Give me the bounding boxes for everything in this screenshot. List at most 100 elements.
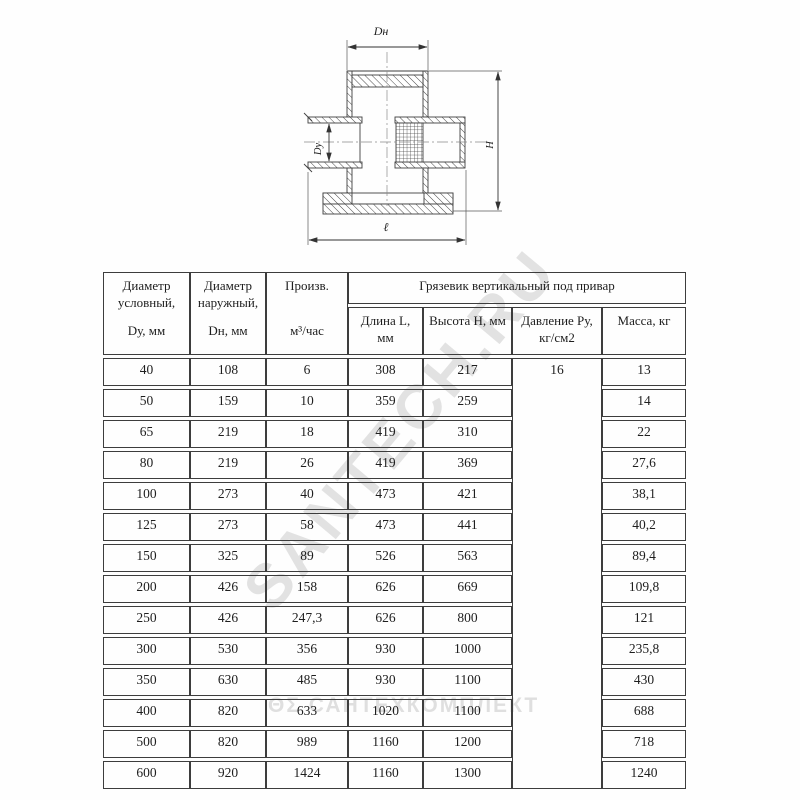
header-line: Dу, мм: [127, 323, 166, 339]
technical-drawing: Dн Dу H ℓ: [303, 24, 502, 245]
table-body: 40 108 6 308 217 16 13 50 159 10 359 259 14 65 219 18 41…: [103, 358, 686, 789]
header-line: наружный,: [197, 295, 259, 311]
header-line: мм: [377, 330, 394, 346]
header-line: Высота Н, мм: [429, 313, 506, 328]
cell-length: 930: [348, 637, 423, 665]
cell-mass: 121: [602, 606, 686, 634]
cell-flow: 633: [266, 699, 348, 727]
cell-length: 419: [348, 451, 423, 479]
centerlines: [304, 52, 488, 206]
cell-height: 1300: [423, 761, 512, 789]
cell-height: 1100: [423, 699, 512, 727]
cell-mass: 38,1: [602, 482, 686, 510]
header-line: Диаметр: [122, 278, 171, 293]
cell-mass: 27,6: [602, 451, 686, 479]
dim-label-outer-diameter: Dн: [373, 24, 389, 38]
cell-mass: 1240: [602, 761, 686, 789]
cell-dn: 273: [190, 482, 266, 510]
cell-length: 473: [348, 482, 423, 510]
cell-flow: 989: [266, 730, 348, 758]
header-line: Dн, мм: [208, 323, 248, 339]
cell-flow: 58: [266, 513, 348, 541]
cell-dy: 500: [103, 730, 190, 758]
cell-dn: 920: [190, 761, 266, 789]
cell-dy: 200: [103, 575, 190, 603]
header-line: Длина L,: [360, 313, 411, 328]
cell-mass: 40,2: [602, 513, 686, 541]
cell-height: 421: [423, 482, 512, 510]
cell-flow: 485: [266, 668, 348, 696]
header-line: Масса, кг: [617, 313, 671, 328]
table-row: 200 426 158 626 669 109,8: [103, 575, 686, 603]
cell-dn: 530: [190, 637, 266, 665]
cell-dn: 219: [190, 451, 266, 479]
cell-dn: 630: [190, 668, 266, 696]
extension-lines: [307, 40, 502, 245]
header-pressure: Давление Ру, кг/см2: [512, 307, 602, 355]
cell-mass: 718: [602, 730, 686, 758]
cell-flow: 247,3: [266, 606, 348, 634]
cell-length: 626: [348, 606, 423, 634]
table-row: 50 159 10 359 259 14: [103, 389, 686, 417]
header-row-group: Диаметр условный, Dу, мм Диаметр наружны…: [103, 272, 686, 355]
cell-pressure: 16: [512, 358, 602, 789]
cell-flow: 1424: [266, 761, 348, 789]
cell-dn: 273: [190, 513, 266, 541]
cell-dn: 325: [190, 544, 266, 572]
cell-length: 473: [348, 513, 423, 541]
table-row: 500 820 989 1160 1200 718: [103, 730, 686, 758]
cell-flow: 18: [266, 420, 348, 448]
header-line: Давление Ру,: [521, 313, 593, 328]
cell-dy: 50: [103, 389, 190, 417]
cell-dn: 159: [190, 389, 266, 417]
cell-length: 626: [348, 575, 423, 603]
header-line: Диаметр: [204, 278, 252, 293]
cell-dy: 125: [103, 513, 190, 541]
cell-dn: 108: [190, 358, 266, 386]
cell-dy: 100: [103, 482, 190, 510]
table-row: 65 219 18 419 310 22: [103, 420, 686, 448]
cell-dy: 150: [103, 544, 190, 572]
strainer-mesh: [395, 122, 424, 163]
cell-flow: 10: [266, 389, 348, 417]
cell-height: 1000: [423, 637, 512, 665]
table-row: 40 108 6 308 217 16 13: [103, 358, 686, 789]
header-length: Длина L, мм: [348, 307, 423, 355]
cell-flow: 6: [266, 358, 348, 386]
spec-table: Диаметр условный, Dу, мм Диаметр наружны…: [103, 269, 686, 792]
cell-height: 369: [423, 451, 512, 479]
table-row: 250 426 247,3 626 800 121: [103, 606, 686, 634]
cell-height: 1100: [423, 668, 512, 696]
table-row: 350 630 485 930 1100 430: [103, 668, 686, 696]
header-row-sub: Длина L, мм Высота Н, мм Давление Ру, кг…: [103, 307, 686, 355]
cell-height: 1200: [423, 730, 512, 758]
header-height: Высота Н, мм: [423, 307, 512, 355]
cell-length: 308: [348, 358, 423, 386]
dirt-trap-body: [303, 70, 466, 215]
cell-dy: 350: [103, 668, 190, 696]
cell-dn: 426: [190, 606, 266, 634]
cell-mass: 14: [602, 389, 686, 417]
cell-dy: 80: [103, 451, 190, 479]
cell-dy: 250: [103, 606, 190, 634]
header-line: условный,: [117, 295, 176, 311]
cell-length: 526: [348, 544, 423, 572]
table-row: 300 530 356 930 1000 235,8: [103, 637, 686, 665]
cell-dy: 65: [103, 420, 190, 448]
cell-dn: 820: [190, 699, 266, 727]
dim-label-length: ℓ: [384, 220, 389, 234]
cell-length: 930: [348, 668, 423, 696]
header-diameter-outer: Диаметр наружный, Dн, мм: [190, 272, 266, 355]
header-flow-capacity: Произв. м³/час: [266, 272, 348, 355]
cell-mass: 89,4: [602, 544, 686, 572]
table-row: 600 920 1424 1160 1300 1240: [103, 761, 686, 789]
cell-dy: 400: [103, 699, 190, 727]
cell-height: 217: [423, 358, 512, 386]
cell-dn: 820: [190, 730, 266, 758]
cell-dy: 300: [103, 637, 190, 665]
cell-height: 800: [423, 606, 512, 634]
table-row: 100 273 40 473 421 38,1: [103, 482, 686, 510]
cell-mass: 235,8: [602, 637, 686, 665]
cell-length: 1020: [348, 699, 423, 727]
